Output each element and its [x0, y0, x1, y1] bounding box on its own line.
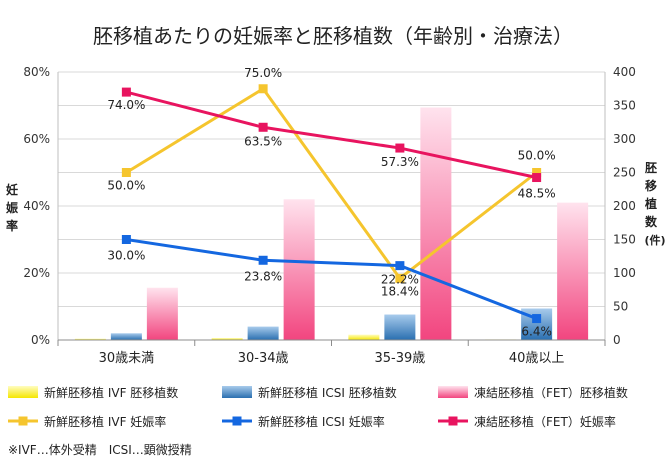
y-right-axis-title-char: 移 — [645, 178, 657, 193]
bar — [211, 337, 243, 340]
y-left-axis-title-char: 率 — [6, 218, 18, 233]
y-left-axis-title-char: 妊 — [6, 182, 18, 197]
y-right-axis-title-char: (件) — [644, 233, 665, 247]
line-marker — [258, 122, 268, 132]
legend: 新鮮胚移植 IVF 胚移植数 新鮮胚移植 ICSI 胚移植数 凍結胚移植（FET）胚… — [8, 385, 628, 429]
line-marker — [532, 168, 542, 177]
legend-label: 新鮮胚移植 IVF 胚移植数 — [44, 385, 178, 400]
line-marker — [395, 143, 405, 153]
y-left-axis-title-char: 娠 — [6, 200, 19, 215]
y-left-tick-label: 40% — [23, 199, 50, 213]
line-marker — [395, 261, 405, 271]
line-marker — [121, 87, 131, 97]
series-line — [125, 86, 538, 281]
line-marker — [121, 235, 131, 244]
legend-label: 新鮮胚移植 ICSI 胚移植数 — [258, 385, 397, 400]
legend-marker-swatch — [18, 416, 28, 426]
y-right-tick-label: 0 — [613, 333, 621, 347]
x-tick-label: 35-39歳 — [374, 351, 425, 366]
y-left-tick-label: 80% — [23, 65, 50, 79]
legend-bar-swatch — [438, 386, 468, 398]
data-label: 48.5% — [518, 187, 556, 201]
data-labels: 50.0% 75.0% 18.4% 50.0% 30.0% 23.8% 22.2% 6.4% 7… — [107, 66, 555, 339]
line-marker — [258, 255, 268, 265]
grid-lines — [58, 71, 605, 341]
data-label: 6.4% — [521, 325, 552, 339]
y-right-tick-label: 400 — [613, 65, 636, 79]
y-right-axis-title-char: 胚 — [645, 160, 657, 175]
data-label: 57.3% — [381, 155, 419, 169]
data-label: 18.4% — [381, 284, 419, 298]
data-label: 22.2% — [381, 273, 419, 287]
lines — [121, 84, 542, 324]
y-left-tick-label: 20% — [23, 266, 50, 280]
legend-label: 新鮮胚移植 ICSI 妊娠率 — [258, 414, 385, 429]
bar — [557, 202, 589, 340]
y-right-axis-title-char: 数 — [645, 214, 658, 229]
y-right-tick-label: 250 — [613, 166, 636, 180]
footnote: ※IVF…体外受精 ICSI…顕微授精 — [8, 442, 192, 457]
line-marker — [121, 168, 131, 177]
y-right-tick-label: 50 — [613, 300, 628, 314]
y-left-tick-label: 0% — [31, 333, 50, 347]
bar — [420, 107, 452, 340]
axes: 0% 20% 40% 60% 80% 0 50 100 150 200 250 300 350 400 30… — [6, 65, 666, 366]
bar — [110, 333, 142, 340]
legend-bar-swatch — [8, 386, 38, 398]
legend-bar-swatch — [222, 386, 252, 398]
data-label: 23.8% — [244, 269, 282, 283]
series-line — [126, 90, 537, 179]
data-label: 75.0% — [244, 66, 282, 80]
chart-title: 胚移植あたりの妊娠率と胚移植数（年齢別・治療法） — [93, 24, 573, 48]
bar — [384, 314, 416, 340]
legend-marker-swatch — [448, 416, 458, 426]
bars — [74, 107, 589, 340]
bar — [146, 287, 178, 340]
x-tick-label: 30歳未満 — [99, 351, 155, 366]
x-tick-label: 30-34歳 — [238, 351, 289, 366]
data-label: 63.5% — [244, 134, 282, 148]
series-line — [126, 238, 538, 320]
legend-label: 新鮮胚移植 IVF 妊娠率 — [44, 414, 166, 429]
data-label: 74.0% — [107, 98, 145, 112]
y-right-axis-title-char: 植 — [644, 196, 657, 211]
y-left-tick-label: 60% — [23, 132, 50, 146]
bar — [74, 338, 106, 340]
y-right-tick-label: 200 — [613, 199, 636, 213]
bar — [247, 326, 279, 340]
line-marker — [258, 84, 268, 94]
bar — [283, 199, 315, 340]
legend-label: 凍結胚移植（FET）胚移植数 — [474, 385, 628, 400]
data-label: 30.0% — [107, 249, 145, 263]
line-marker — [532, 173, 542, 183]
data-label: 50.0% — [107, 179, 145, 193]
legend-marker-swatch — [232, 416, 242, 426]
y-right-tick-label: 100 — [613, 266, 636, 280]
bar — [348, 334, 380, 340]
line-marker — [395, 273, 405, 283]
x-tick-label: 40歳以上 — [509, 351, 565, 366]
y-right-tick-label: 150 — [613, 233, 636, 247]
legend-label: 凍結胚移植（FET）妊娠率 — [474, 414, 616, 429]
y-right-tick-label: 350 — [613, 99, 636, 113]
line-marker — [532, 314, 542, 324]
data-label: 50.0% — [518, 149, 556, 163]
y-right-tick-label: 300 — [613, 132, 636, 146]
